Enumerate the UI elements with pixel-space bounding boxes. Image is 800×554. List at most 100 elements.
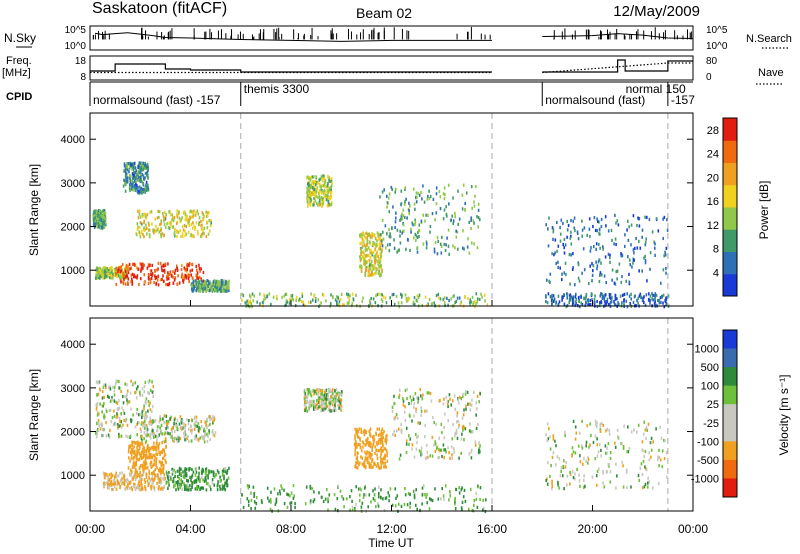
echo-cell	[249, 299, 251, 303]
echo-cell	[250, 301, 253, 306]
echo-cell	[107, 485, 110, 489]
power-colorbar-frame	[722, 117, 738, 297]
echo-cell	[136, 433, 138, 437]
echo-cell	[125, 263, 128, 268]
echo-cell	[328, 186, 331, 190]
echo-cell	[609, 302, 611, 306]
echo-cell	[362, 463, 365, 467]
echo-cell	[166, 422, 168, 426]
echo-cell	[313, 294, 315, 298]
echo-cell	[368, 240, 371, 244]
echo-cell	[636, 430, 638, 434]
echo-cell	[144, 176, 146, 180]
echo-cell	[283, 294, 286, 298]
echo-cell	[334, 403, 336, 407]
echo-cell	[143, 450, 146, 454]
echo-cell	[368, 246, 370, 250]
echo-cell	[99, 226, 102, 230]
echo-cell	[374, 445, 376, 449]
echo-cell	[306, 396, 308, 400]
echo-cell	[141, 485, 143, 489]
echo-cell	[158, 450, 160, 454]
echo-cell	[179, 415, 182, 419]
echo-cell	[444, 193, 446, 197]
echo-cell	[205, 488, 208, 492]
echo-cell	[123, 411, 126, 416]
echo-cell	[448, 299, 450, 303]
echo-cell	[215, 279, 217, 283]
echo-cell	[132, 465, 134, 469]
echo-cell	[369, 301, 372, 305]
echo-cell	[148, 235, 151, 239]
echo-cell	[310, 193, 313, 197]
echo-cell	[406, 387, 408, 392]
echo-cell	[456, 230, 459, 234]
echo-cell	[335, 295, 338, 299]
echo-cell	[551, 302, 553, 306]
echo-cell	[431, 454, 434, 458]
echo-cell	[658, 464, 660, 468]
echo-cell	[469, 300, 471, 305]
echo-cell	[324, 404, 326, 408]
y-tick-label: 3000	[61, 178, 85, 190]
echo-cell	[610, 228, 613, 233]
echo-cell	[326, 193, 328, 197]
echo-cell	[174, 268, 177, 272]
noise-panel: 10^5 10^0 10^5 10^0	[65, 25, 728, 52]
echo-cell	[322, 396, 324, 400]
echo-cell	[355, 466, 358, 470]
echo-cell	[434, 218, 436, 222]
echo-cell	[477, 225, 479, 229]
echo-cell	[381, 239, 383, 243]
echo-cell	[304, 403, 307, 407]
echo-cell	[598, 227, 601, 231]
echo-cell	[596, 267, 598, 271]
echo-cell	[406, 216, 408, 220]
echo-cell	[551, 455, 554, 459]
echo-cell	[113, 273, 116, 277]
echo-cell	[310, 300, 312, 304]
echo-cell	[196, 209, 199, 213]
echo-cell	[384, 224, 387, 228]
echo-cell	[368, 274, 370, 278]
echo-cell	[153, 462, 155, 466]
echo-cell	[156, 466, 158, 470]
echo-cell	[381, 457, 383, 462]
echo-cell	[563, 271, 566, 275]
echo-cell	[400, 422, 402, 426]
echo-cell	[201, 424, 203, 429]
echo-cell	[380, 241, 383, 245]
echo-cell	[146, 226, 148, 230]
echo-cell	[329, 397, 331, 401]
echo-cell	[144, 400, 147, 404]
cpid-label: CPID	[6, 91, 32, 103]
echo-cell	[195, 280, 198, 284]
echo-cell	[458, 217, 461, 221]
echo-cell	[151, 481, 154, 485]
echo-cell	[454, 500, 456, 504]
echo-cell	[196, 424, 198, 429]
echo-cell	[318, 403, 321, 407]
echo-cell	[129, 164, 131, 168]
echo-cell	[592, 269, 594, 273]
echo-cell	[97, 217, 100, 221]
echo-cell	[318, 491, 320, 495]
echo-cell	[169, 271, 171, 275]
echo-cell	[184, 423, 187, 427]
echo-cell	[340, 404, 343, 408]
echo-cell	[585, 295, 587, 299]
echo-cell	[439, 195, 442, 199]
echo-cell	[425, 240, 428, 244]
echo-cell	[309, 390, 311, 394]
echo-cell	[151, 273, 153, 277]
echo-cell	[647, 422, 650, 426]
echo-cell	[130, 450, 133, 454]
echo-cell	[325, 189, 327, 193]
echo-cell	[377, 243, 379, 247]
echo-cell	[452, 399, 454, 403]
echo-cell	[109, 268, 112, 272]
echo-cell	[615, 486, 617, 490]
echo-cell	[462, 183, 465, 187]
echo-cell	[598, 232, 600, 236]
echo-cell	[306, 190, 308, 194]
